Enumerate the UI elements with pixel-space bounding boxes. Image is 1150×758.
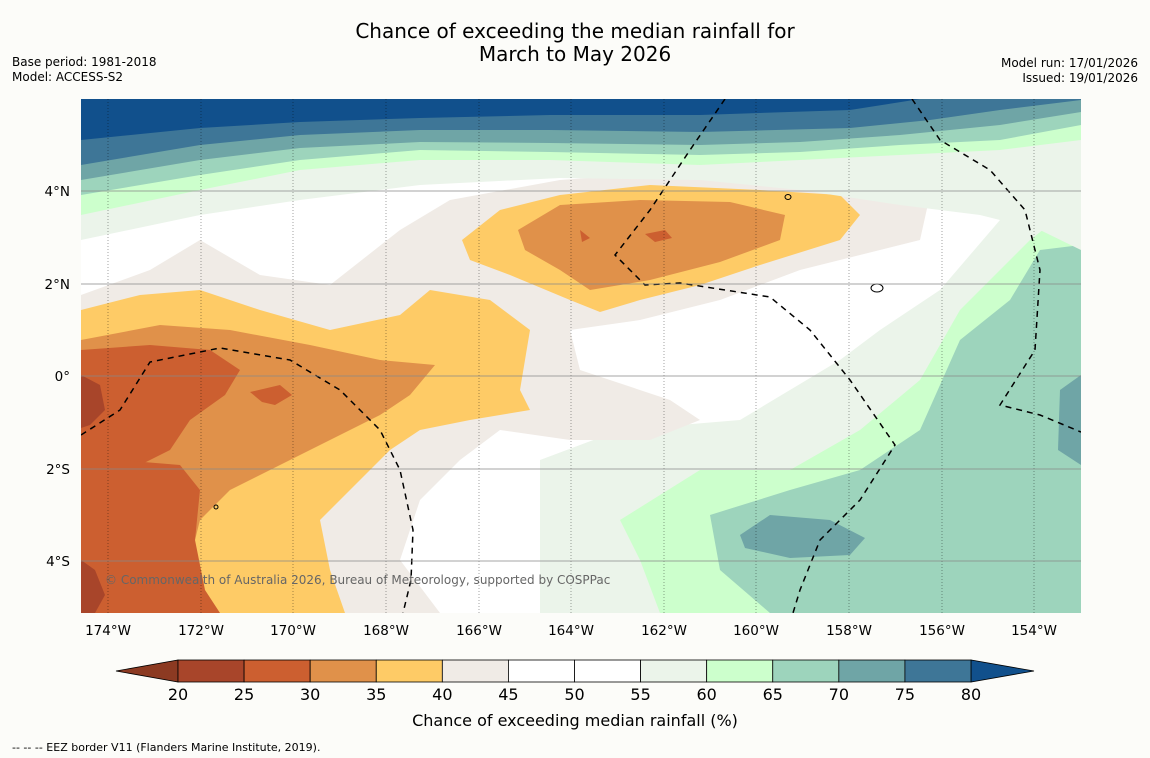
colorbar-tick-label: 40 (432, 685, 452, 704)
x-tick-label: 164°W (548, 623, 594, 639)
x-tick-label: 154°W (1011, 623, 1057, 639)
colorbar-low-extend (115, 659, 179, 683)
colorbar-segment (574, 659, 641, 683)
map-title-line2: March to May 2026 (478, 42, 672, 66)
colorbar-tick-label: 55 (630, 685, 650, 704)
base-period-text: Base period: 1981-2018 (12, 55, 157, 69)
x-tick-label: 168°W (363, 623, 409, 639)
model-text: Model: ACCESS-S2 (12, 70, 124, 84)
eez-border-lines (81, 99, 1081, 613)
x-tick-label: 160°W (733, 623, 779, 639)
colorbar-segment (243, 659, 311, 683)
y-tick-label: 4°N (45, 184, 70, 200)
colorbar-segment (309, 659, 377, 683)
eez-legend-note: -- -- -- EEZ border V11 (Flanders Marine… (12, 741, 320, 754)
colorbar-tick-label: 60 (696, 685, 716, 704)
x-tick-label: 156°W (919, 623, 965, 639)
colorbar-label: Chance of exceeding median rainfall (%) (412, 711, 738, 730)
colorbar-segment (640, 659, 708, 683)
colorbar-tick-label: 75 (895, 685, 915, 704)
x-tick-label: 170°W (270, 623, 316, 639)
colorbar-tick-label: 45 (498, 685, 518, 704)
colorbar-tick-label: 80 (961, 685, 981, 704)
colorbar-tick-label: 65 (763, 685, 783, 704)
colorbar-segment (177, 659, 245, 683)
probability-shading (81, 99, 1081, 613)
issued-text: Issued: 19/01/2026 (1022, 71, 1138, 85)
model-run-text: Model run: 17/01/2026 (1000, 56, 1138, 70)
colorbar-segment (508, 659, 575, 683)
colorbar-segment (706, 659, 774, 683)
colorbar-tick-label: 70 (829, 685, 849, 704)
copyright-text: © Commonwealth of Australia 2026, Bureau… (105, 573, 610, 587)
colorbar-segment (838, 659, 906, 683)
x-tick-label: 172°W (178, 623, 224, 639)
colorbar-segment (772, 659, 840, 683)
colorbar-tick-label: 35 (366, 685, 386, 704)
colorbar-tick-label: 20 (168, 685, 188, 704)
y-tick-label: 2°S (46, 462, 70, 478)
x-tick-label: 174°W (85, 623, 131, 639)
map-title-line1: Chance of exceeding the median rainfall … (355, 19, 795, 43)
x-tick-label: 162°W (641, 623, 687, 639)
y-tick-label: 0° (55, 369, 70, 385)
colorbar-tick-label: 30 (300, 685, 320, 704)
colorbar-tick-label: 50 (564, 685, 584, 704)
x-tick-label: 166°W (456, 623, 502, 639)
y-tick-label: 4°S (46, 554, 70, 570)
latitude-lines (81, 190, 1081, 562)
colorbar-tick-label: 25 (234, 685, 254, 704)
colorbar-segment (375, 659, 443, 683)
x-tick-label: 158°W (826, 623, 872, 639)
colorbar: 20 25 30 35 40 45 50 55 60 65 70 75 80 (115, 659, 1035, 704)
colorbar-segment (904, 659, 972, 683)
colorbar-high-extend (970, 659, 1035, 683)
y-tick-label: 2°N (45, 277, 70, 293)
colorbar-segment (441, 659, 509, 683)
